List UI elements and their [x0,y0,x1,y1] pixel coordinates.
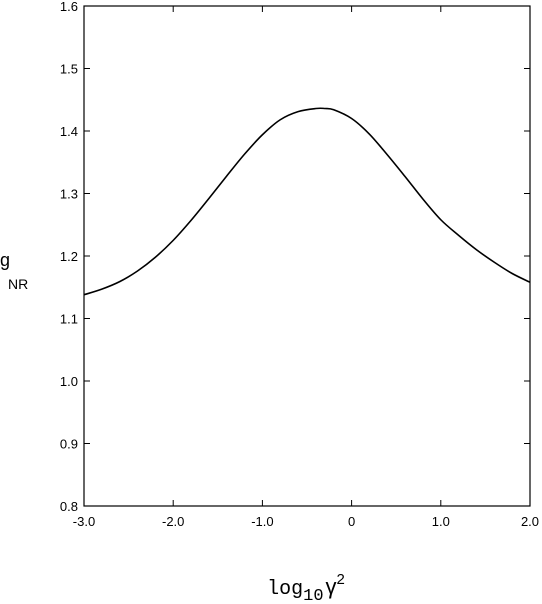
y-tick-label: 0.9 [60,437,78,452]
y-tick-label: 1.2 [60,249,78,264]
y-tick-label: 1.1 [60,312,78,327]
x-tick-labels: -3.0 -2.0 -1.0 0 1.0 2.0 [73,514,539,529]
y-tick-label: 1.3 [60,187,78,202]
x-tick-label: 2.0 [521,514,539,529]
x-tick-label: -1.0 [251,514,273,529]
y-tick-label: 1.4 [60,124,78,139]
tick-marks [83,5,531,507]
y-tick-label: 0.8 [60,499,78,514]
x-tick-label: 0 [348,514,355,529]
y-axis-label: g NR [0,250,28,292]
y-tick-label: 1.5 [60,62,78,77]
x-tick-label: -3.0 [73,514,95,529]
y-tick-label: 1.6 [60,0,78,14]
x-axis-label: log10γ2 [267,571,345,604]
plot-frame [83,5,531,507]
x-tick-label: 1.0 [432,514,450,529]
y-tick-label: 1.0 [60,374,78,389]
y-tick-labels: 0.8 0.9 1.0 1.1 1.2 1.3 1.4 1.5 1.6 [60,0,78,514]
x-tick-label: -2.0 [162,514,184,529]
series-line [83,107,531,296]
